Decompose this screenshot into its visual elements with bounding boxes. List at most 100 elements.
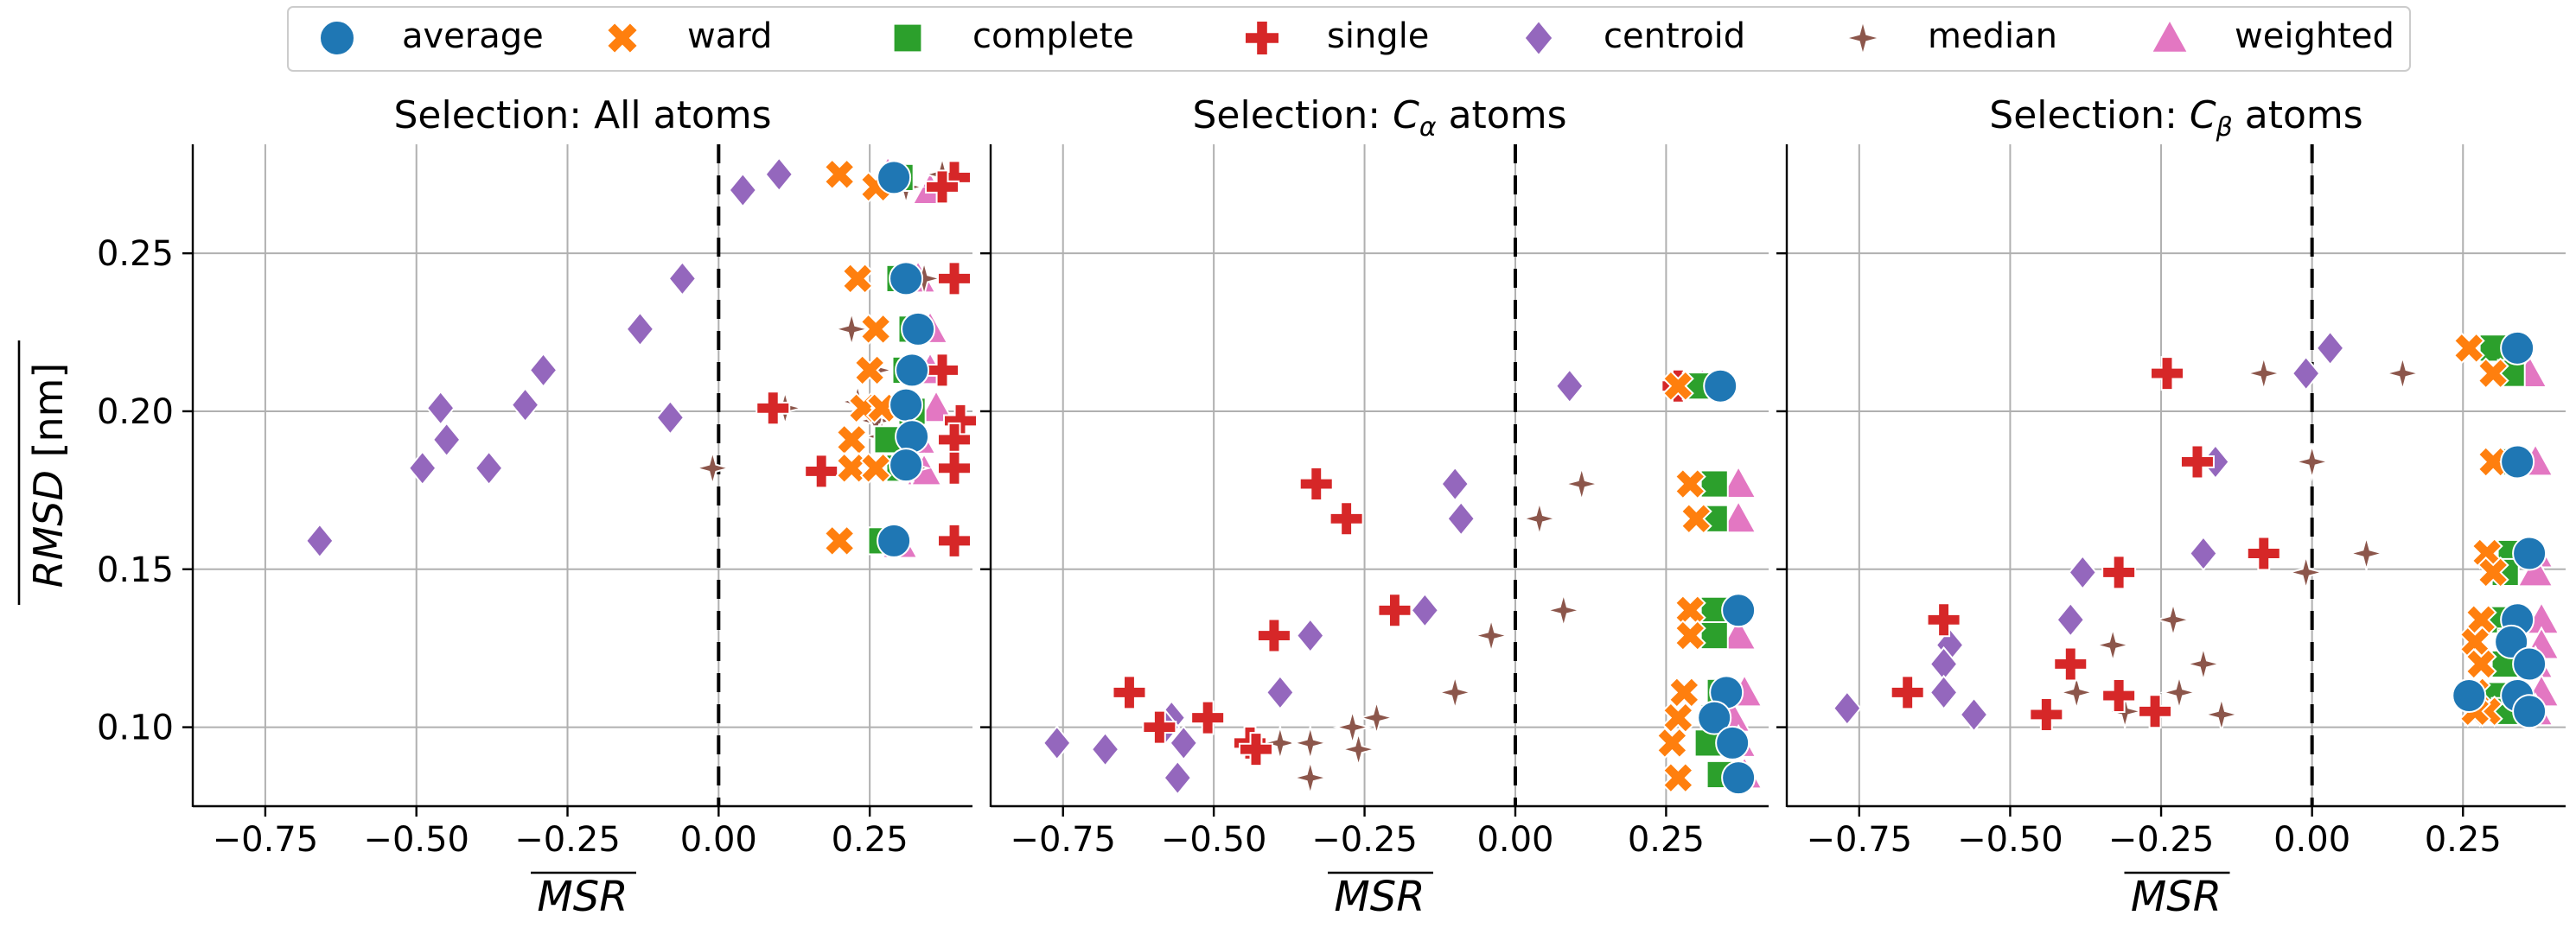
- point-median: [2202, 695, 2241, 734]
- legend-label-complete: complete: [972, 16, 1134, 56]
- point-single: [804, 454, 839, 489]
- x-tick-label: −0.50: [363, 820, 469, 860]
- series-centroid: [304, 156, 794, 559]
- point-single: [2179, 444, 2215, 480]
- series-median: [1260, 366, 1705, 798]
- point-centroid: [728, 172, 758, 208]
- point-weighted: [1719, 499, 1757, 534]
- panel-title: Selection: Cα atoms: [1192, 93, 1566, 143]
- point-ward: [2464, 647, 2497, 680]
- legend-item-centroid: centroid: [1523, 16, 1745, 57]
- point-median: [1290, 758, 1330, 798]
- legend-item-single: single: [1244, 16, 1429, 56]
- legend-item-ward: ward: [605, 16, 772, 56]
- point-median: [2346, 533, 2387, 574]
- legend-item-average: average: [319, 16, 544, 56]
- point-centroid: [2068, 554, 2098, 591]
- series-single: [1112, 368, 1696, 767]
- point-single: [1298, 467, 1334, 502]
- point-median: [2153, 600, 2193, 640]
- point-single: [2101, 678, 2137, 714]
- point-centroid: [667, 260, 698, 296]
- legend-marker-complete: [892, 22, 923, 54]
- point-ward: [823, 525, 856, 557]
- panel-title-symbol: All: [594, 93, 641, 137]
- panel-title-prefix: Selection:: [1192, 93, 1393, 137]
- y-axis-label-unit: [nm]: [25, 363, 72, 470]
- point-centroid: [510, 387, 540, 423]
- point-median: [692, 448, 733, 488]
- point-median: [2292, 442, 2332, 482]
- point-centroid: [1410, 592, 1440, 628]
- point-median: [2056, 672, 2097, 713]
- x-tick-label: −0.25: [1311, 820, 1418, 860]
- point-ward: [1680, 502, 1712, 535]
- x-tick-label: −0.50: [1957, 820, 2063, 860]
- x-tick-label: 0.25: [832, 820, 909, 860]
- point-centroid: [1042, 725, 1072, 761]
- point-single: [2246, 536, 2281, 571]
- point-centroid: [2315, 330, 2345, 366]
- point-single: [937, 261, 972, 296]
- series-centroid: [1042, 368, 1584, 796]
- panel-title-prefix: Selection:: [393, 93, 594, 137]
- point-centroid: [655, 399, 685, 436]
- x-tick-label: 0.00: [2273, 820, 2350, 860]
- legend-label-single: single: [1327, 16, 1429, 56]
- point-median: [2286, 552, 2326, 593]
- legend-item-weighted: weighted: [2150, 16, 2394, 56]
- point-median: [1435, 672, 1476, 713]
- point-average: [2512, 646, 2547, 682]
- point-centroid: [2056, 601, 2086, 638]
- y-tick-label: 0.15: [97, 550, 174, 590]
- point-single: [937, 450, 972, 486]
- y-tick-label: 0.20: [97, 392, 174, 432]
- point-average: [2500, 444, 2535, 480]
- point-ward: [853, 353, 886, 386]
- point-single: [2138, 694, 2173, 729]
- panel-2: −0.75 −0.50 −0.25 0.00 0.25 MSR Selection: Cα …: [980, 93, 1769, 921]
- point-ward: [835, 452, 868, 485]
- point-ward: [1661, 761, 1694, 794]
- point-median: [2243, 353, 2284, 393]
- panel-3: −0.75 −0.50 −0.25 0.00 0.25 MSR Selection: Cβ …: [1776, 93, 2566, 921]
- scatter-points: [304, 154, 979, 559]
- point-centroid: [1090, 731, 1120, 767]
- point-centroid: [407, 450, 437, 486]
- point-median: [1471, 615, 1511, 656]
- point-single: [2053, 646, 2088, 682]
- panel-title-prefix: Selection:: [1989, 93, 2190, 137]
- point-single: [756, 391, 791, 426]
- point-median: [2382, 353, 2423, 393]
- x-tick-label: 0.25: [2425, 820, 2502, 860]
- legend: average ward complete single centroid median w…: [287, 6, 2411, 72]
- axes-group: −0.75 −0.50 −0.25 0.00 0.25 0.10 0.15 0.20 0.25 M…: [97, 93, 2566, 921]
- point-weighted: [1719, 465, 1757, 499]
- point-median: [1260, 723, 1300, 763]
- y-axis-label: RMSD [nm]: [25, 363, 72, 588]
- point-median: [1338, 729, 1379, 770]
- point-single: [1256, 618, 1291, 653]
- series-median: [2056, 353, 2423, 734]
- legend-marker-centroid: [1523, 19, 1554, 57]
- series-ward: [1655, 370, 1712, 794]
- point-single: [937, 523, 972, 558]
- point-single: [2101, 555, 2137, 590]
- point-ward: [2471, 537, 2503, 569]
- x-tick-label: −0.75: [1807, 820, 1913, 860]
- point-average: [895, 419, 930, 455]
- point-centroid: [625, 311, 655, 347]
- point-average: [877, 160, 912, 195]
- point-median: [2184, 644, 2223, 684]
- point-average: [1703, 368, 1738, 404]
- point-average: [2512, 694, 2547, 729]
- point-average: [889, 448, 924, 483]
- panel-title-symbol: C: [1393, 93, 1419, 137]
- series-single: [756, 160, 979, 558]
- point-centroid: [764, 156, 794, 193]
- point-single: [1377, 593, 1412, 628]
- y-tick-label: 0.10: [97, 709, 174, 748]
- legend-label-average: average: [402, 16, 544, 56]
- point-median: [2093, 625, 2133, 665]
- point-ward: [835, 423, 868, 456]
